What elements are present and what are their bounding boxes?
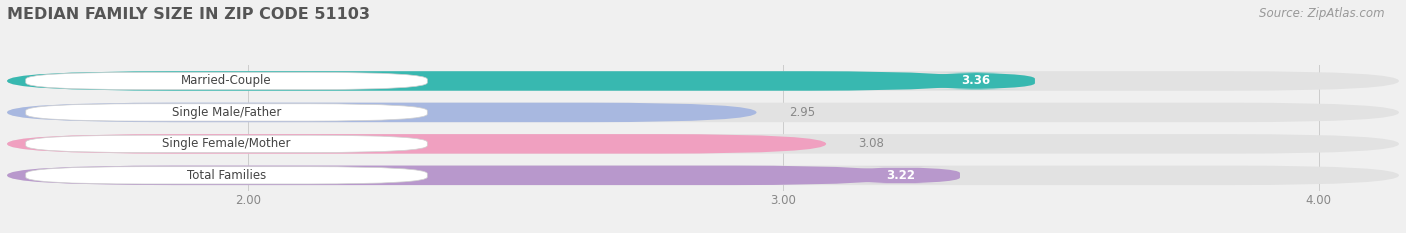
Text: 3.08: 3.08 [858, 137, 884, 150]
FancyBboxPatch shape [7, 166, 901, 185]
Text: Married-Couple: Married-Couple [181, 75, 271, 87]
FancyBboxPatch shape [7, 103, 756, 122]
FancyBboxPatch shape [25, 135, 427, 153]
Text: 3.36: 3.36 [962, 75, 991, 87]
Text: MEDIAN FAMILY SIZE IN ZIP CODE 51103: MEDIAN FAMILY SIZE IN ZIP CODE 51103 [7, 7, 370, 22]
FancyBboxPatch shape [25, 167, 427, 184]
FancyBboxPatch shape [842, 167, 960, 184]
FancyBboxPatch shape [7, 134, 827, 154]
FancyBboxPatch shape [917, 72, 1035, 89]
Text: Total Families: Total Families [187, 169, 266, 182]
Text: Single Male/Father: Single Male/Father [172, 106, 281, 119]
FancyBboxPatch shape [7, 103, 1399, 122]
Text: Single Female/Mother: Single Female/Mother [162, 137, 291, 150]
FancyBboxPatch shape [25, 104, 427, 121]
FancyBboxPatch shape [7, 71, 976, 91]
FancyBboxPatch shape [7, 166, 1399, 185]
Text: 3.22: 3.22 [887, 169, 915, 182]
Text: 2.95: 2.95 [789, 106, 815, 119]
FancyBboxPatch shape [7, 134, 1399, 154]
FancyBboxPatch shape [7, 71, 1399, 91]
Text: Source: ZipAtlas.com: Source: ZipAtlas.com [1260, 7, 1385, 20]
FancyBboxPatch shape [25, 72, 427, 90]
